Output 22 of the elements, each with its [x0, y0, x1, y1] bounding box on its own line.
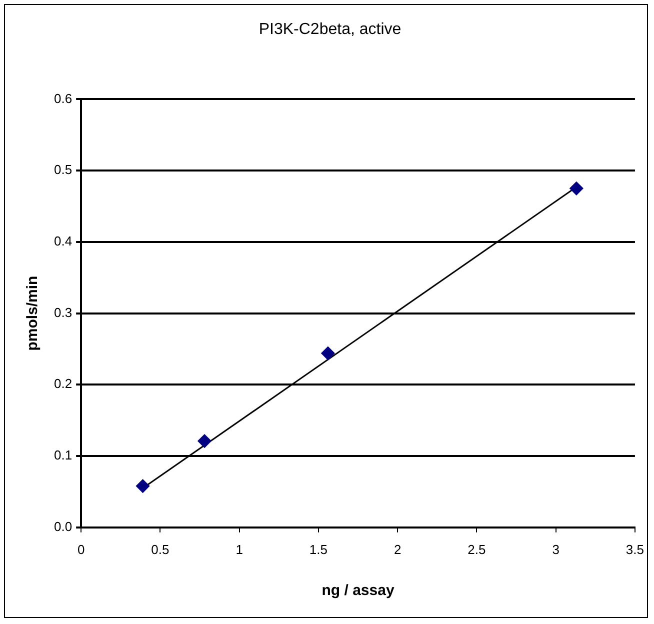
point	[321, 346, 335, 360]
x-tick-label: 2.5	[468, 542, 486, 557]
y-axis-title: pmols/min	[24, 276, 42, 351]
x-tick-label: 0	[77, 542, 85, 557]
x-tick-label: 1.5	[309, 542, 328, 557]
x-tick-label: 2	[394, 542, 402, 557]
y-tick-label: 0.3	[54, 304, 72, 320]
point	[136, 479, 150, 493]
y-tick-label: 0.0	[54, 518, 72, 534]
point	[570, 182, 584, 196]
y-tick-label: 0.6	[54, 90, 72, 106]
chart-title: PI3K-C2beta, active	[258, 21, 402, 38]
x-tick-label: 1	[236, 542, 243, 557]
y-tick-label: 0.1	[54, 448, 72, 463]
x-tick-label: 0.5	[151, 542, 170, 557]
x-axis-title: ng / assay	[322, 582, 395, 600]
y-tick-label: 0.2	[54, 376, 72, 392]
y-tick-label: 0.5	[54, 162, 72, 178]
x-tick-label: 3	[552, 542, 560, 557]
point	[198, 434, 212, 448]
y-tick-label: 0.4	[54, 234, 72, 249]
x-tick-label: 3.5	[626, 542, 644, 557]
